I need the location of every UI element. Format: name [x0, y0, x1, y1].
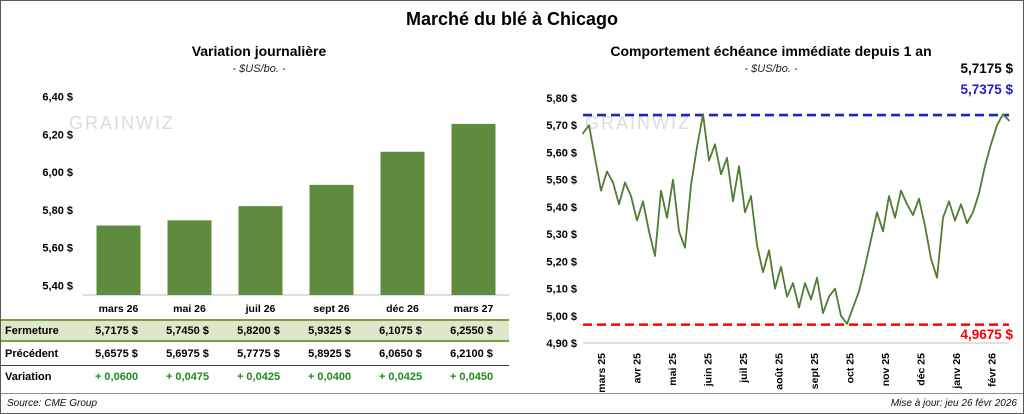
table-cell: + 0,0425	[378, 371, 423, 383]
year-low-label: 4,9675 $	[960, 327, 1013, 342]
category-label: déc 26	[386, 303, 419, 315]
table-row-precedent: Précédent 5,6575 $ 5,6975 $ 5,7775 $ 5,8925…	[1, 342, 509, 365]
table-cell: + 0,0600	[94, 371, 139, 383]
table-cell: 6,2550 $	[450, 324, 493, 337]
table-row-fermeture: Fermeture 5,7175 $ 5,7450 $ 5,8200 $ 5,9325…	[1, 319, 509, 342]
y-tick-label: 5,60 $	[546, 147, 577, 159]
month-label: févr 26	[986, 353, 998, 387]
row-label-precedent: Précédent	[5, 347, 59, 360]
month-label: janv 26	[951, 353, 963, 390]
price-line	[582, 113, 1010, 325]
y-tick-label: 5,10 $	[546, 284, 577, 296]
y-tick-label: 5,80 $	[42, 205, 73, 217]
daily-variation-panel: Variation journalière - $US/bo. - grainw…	[1, 37, 517, 395]
y-tick-label: 6,40 $	[42, 91, 73, 103]
table-cell: 6,1075 $	[379, 324, 422, 337]
row-label-variation: Variation	[5, 371, 52, 383]
table-cell: 6,0650 $	[379, 347, 422, 360]
table-cell: 5,8200 $	[237, 324, 280, 337]
month-label: mars 25	[596, 353, 608, 393]
y-tick-label: 5,70 $	[546, 120, 577, 132]
table-cell: 5,6575 $	[95, 347, 138, 360]
category-label: juil 26	[245, 303, 276, 315]
row-label-fermeture: Fermeture	[5, 324, 59, 337]
source-note: Source: CME Group	[7, 398, 98, 409]
table-cell: + 0,0425	[236, 371, 281, 383]
y-tick-label: 6,00 $	[42, 167, 73, 179]
month-label: nov 25	[880, 353, 892, 386]
table-cell: 6,2100 $	[450, 347, 493, 360]
daily-variation-bar-chart: 5,40 $ 5,60 $ 5,80 $ 6,00 $ 6,20 $ 6,40 $ mars…	[42, 91, 509, 315]
table-cell: + 0,0475	[165, 371, 210, 383]
table-cell: 5,7450 $	[166, 324, 209, 337]
right-chart-title: Comportement échéance immédiate depuis 1…	[610, 43, 932, 59]
month-label: juil 25	[738, 353, 750, 384]
table-cell: 5,8925 $	[308, 347, 351, 360]
month-label: sept 25	[809, 353, 821, 389]
y-tick-label: 5,40 $	[42, 281, 73, 293]
table-cell: 5,7175 $	[95, 324, 138, 337]
y-tick-label: 5,20 $	[546, 256, 577, 268]
category-label: mars 26	[99, 303, 139, 315]
bar	[451, 123, 496, 295]
month-label: avr 25	[631, 353, 643, 384]
y-tick-label: 4,90 $	[546, 338, 577, 350]
table-row-variation: Variation + 0,0600 + 0,0475 + 0,0425 + 0,04…	[1, 365, 509, 388]
category-label: mars 27	[454, 303, 494, 315]
category-label: sept 26	[313, 303, 349, 315]
y-tick-label: 5,80 $	[546, 93, 577, 105]
bar	[309, 184, 354, 295]
month-label: août 25	[773, 353, 785, 390]
y-tick-label: 5,50 $	[546, 175, 577, 187]
left-chart-subtitle: - $US/bo. -	[232, 63, 286, 75]
month-label: déc 25	[915, 353, 927, 386]
right-chart-subtitle: - $US/bo. -	[744, 63, 798, 75]
month-label: juin 25	[702, 353, 714, 387]
table-cell: + 0,0450	[449, 371, 494, 383]
bar	[238, 206, 283, 295]
y-tick-label: 5,30 $	[546, 229, 577, 241]
footer-bar: Source: CME Group Mise à jour: jeu 26 fé…	[1, 393, 1023, 413]
update-note: Mise à jour: jeu 26 févr 2026	[890, 398, 1017, 409]
page-title: Marché du blé à Chicago	[405, 9, 619, 29]
table-cell: 5,6975 $	[166, 347, 209, 360]
bar	[167, 220, 212, 295]
bar	[96, 225, 141, 295]
table-cell: + 0,0400	[307, 371, 352, 383]
month-label: oct 25	[844, 353, 856, 384]
y-tick-label: 5,40 $	[546, 202, 577, 214]
left-chart-title: Variation journalière	[191, 43, 327, 59]
one-year-line-chart: 4,90 $ 5,00 $ 5,10 $ 5,20 $ 5,30 $ 5,40 $ 5,50…	[546, 93, 1010, 393]
quotes-table: Fermeture 5,7175 $ 5,7450 $ 5,8200 $ 5,9325…	[1, 319, 509, 388]
one-year-panel: Comportement échéance immédiate depuis 1…	[517, 37, 1023, 395]
y-tick-label: 5,60 $	[42, 243, 73, 255]
y-tick-label: 5,00 $	[546, 311, 577, 323]
category-label: mai 26	[173, 303, 206, 315]
month-label: mai 25	[667, 353, 679, 386]
bar	[380, 151, 425, 295]
table-cell: 5,9325 $	[308, 324, 351, 337]
year-high-label: 5,7375 $	[960, 82, 1013, 97]
current-price-label: 5,7175 $	[960, 61, 1013, 76]
y-tick-label: 6,20 $	[42, 129, 73, 141]
table-cell: 5,7775 $	[237, 347, 280, 360]
